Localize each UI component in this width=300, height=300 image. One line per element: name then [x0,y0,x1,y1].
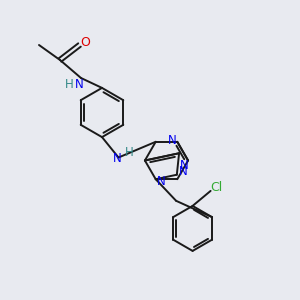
Text: N: N [167,134,176,147]
Text: N: N [75,78,84,91]
Text: N: N [180,159,189,172]
Text: N: N [178,165,187,178]
Text: N: N [157,175,166,188]
Text: H: H [124,146,134,159]
Text: N: N [113,152,122,165]
Text: O: O [80,36,90,49]
Text: Cl: Cl [211,182,223,194]
Text: H: H [64,78,74,91]
